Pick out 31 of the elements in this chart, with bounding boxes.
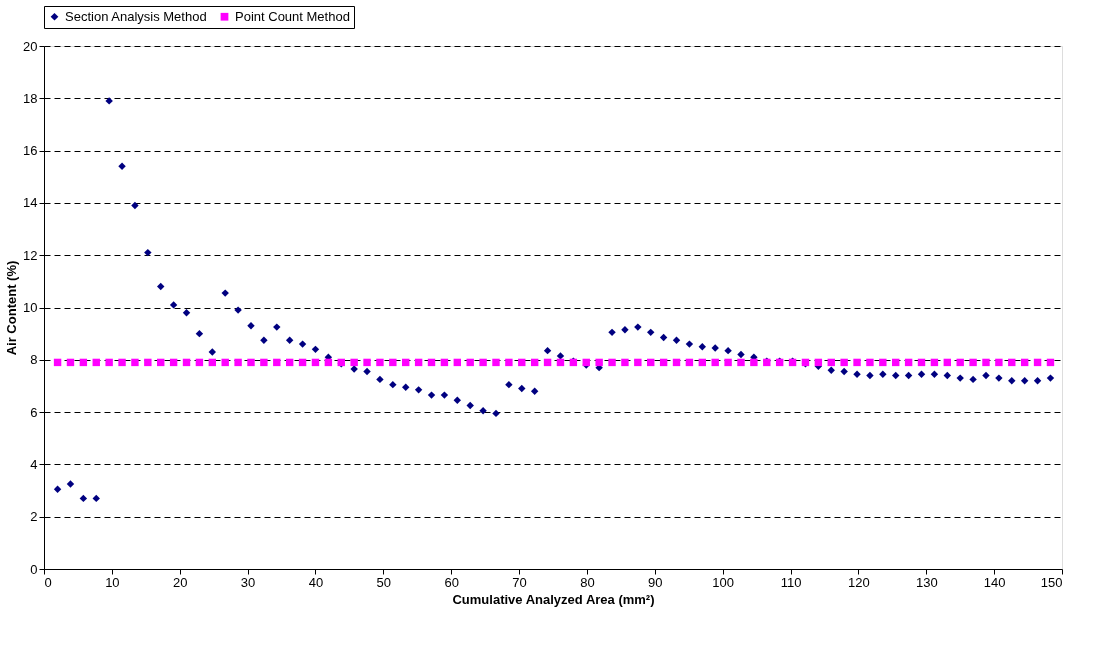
y-tick-label: 18	[23, 90, 38, 106]
x-tick-label: 0	[44, 574, 52, 590]
x-axis-title: Cumulative Analyzed Area (mm²)	[452, 591, 655, 607]
x-tick-label: 20	[173, 574, 188, 590]
x-tick-label: 90	[648, 574, 663, 590]
y-axis-title: Air Content (%)	[4, 260, 20, 356]
x-tick-label: 150	[1040, 574, 1063, 590]
y-tick-label: 12	[23, 247, 38, 263]
x-tick-label: 110	[780, 574, 802, 590]
y-tick-label: 10	[23, 300, 38, 315]
y-tick-label: 14	[23, 195, 38, 211]
y-tick-label: 8	[30, 352, 38, 368]
y-tick-label: 6	[30, 404, 38, 420]
y-tick-label: 2	[30, 509, 38, 525]
x-tick-label: 140	[983, 574, 1006, 590]
y-tick-label: 4	[30, 456, 38, 472]
x-tick-label: 120	[848, 574, 870, 590]
y-tick-label: 0	[30, 561, 38, 577]
x-tick-label: 70	[512, 574, 527, 590]
y-tick-label: 16	[23, 143, 38, 159]
x-tick-label: 80	[580, 574, 595, 590]
x-tick-label: 10	[105, 574, 120, 590]
x-tick-label: 130	[915, 574, 938, 590]
x-tick-label: 60	[444, 574, 459, 590]
legend-label: Section Analysis Method	[65, 8, 207, 24]
y-tick-label: 20	[23, 38, 38, 54]
x-tick-label: 30	[240, 574, 256, 590]
x-tick-label: 40	[308, 574, 324, 590]
x-tick-label: 50	[376, 574, 392, 590]
x-tick-label: 100	[712, 574, 735, 590]
legend-label: Point Count Method	[235, 8, 350, 24]
